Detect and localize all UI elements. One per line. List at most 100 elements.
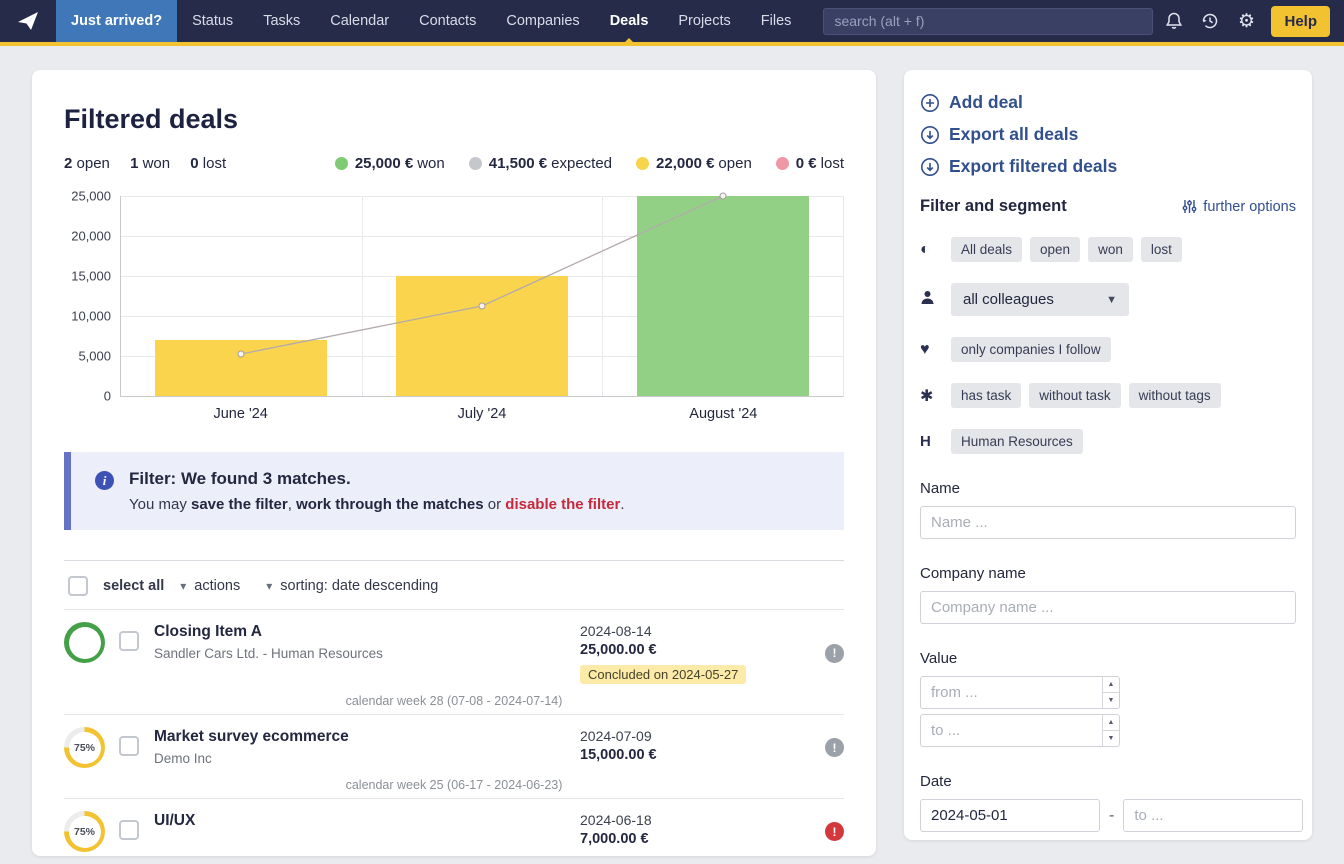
filter-chip-won[interactable]: won bbox=[1088, 237, 1133, 262]
y-tick-label: 10,000 bbox=[71, 309, 111, 324]
deal-title-link[interactable]: Market survey ecommerce bbox=[154, 728, 580, 746]
further-options-label: further options bbox=[1203, 199, 1296, 215]
nav-item-companies[interactable]: Companies bbox=[491, 0, 594, 42]
deal-checkbox[interactable] bbox=[119, 820, 139, 840]
y-tick-label: 5,000 bbox=[78, 349, 111, 364]
app-logo[interactable] bbox=[0, 0, 56, 42]
filter-chip-open[interactable]: open bbox=[1030, 237, 1080, 262]
company-name-input[interactable] bbox=[920, 591, 1296, 624]
filter-chip-all-deals[interactable]: All deals bbox=[951, 237, 1022, 262]
deal-date: 2024-06-18 bbox=[580, 812, 825, 828]
legend-dot-icon bbox=[776, 157, 789, 170]
alert-icon[interactable]: ! bbox=[825, 644, 844, 663]
date-to-input[interactable] bbox=[1123, 799, 1303, 832]
value-to-spinner[interactable]: ▲▼ bbox=[1102, 715, 1119, 746]
banner-text: . bbox=[620, 496, 624, 513]
banner-text: , bbox=[288, 496, 296, 513]
work-through-matches-link[interactable]: work through the matches bbox=[296, 496, 484, 513]
deal-status-icon: ◐ bbox=[920, 241, 951, 259]
filter-chip-lost[interactable]: lost bbox=[1141, 237, 1182, 262]
top-nav: Just arrived?StatusTasksCalendarContacts… bbox=[0, 0, 1344, 46]
chart-y-axis: 05,00010,00015,00020,00025,000 bbox=[64, 196, 120, 397]
add-deal-label: Add deal bbox=[949, 92, 1023, 113]
nav-item-just-arrived[interactable]: Just arrived? bbox=[56, 0, 177, 42]
filter-banner: i Filter: We found 3 matches. You may sa… bbox=[64, 452, 844, 530]
filter-chip-without-task[interactable]: without task bbox=[1029, 383, 1120, 408]
status-filter-chips: All deals openwonlost bbox=[951, 237, 1190, 262]
deal-checkbox[interactable] bbox=[119, 736, 139, 756]
calendar-week-note: calendar week 25 (06-17 - 2024-06-23) bbox=[64, 778, 844, 799]
expected-line bbox=[121, 196, 843, 396]
y-tick-label: 0 bbox=[104, 389, 111, 404]
only-companies-i-follow-chip[interactable]: only companies I follow bbox=[951, 337, 1111, 362]
select-all-label[interactable]: select all bbox=[103, 578, 164, 594]
y-tick-label: 20,000 bbox=[71, 229, 111, 244]
deal-row: 75%UI/UX2024-06-187,000.00 €! bbox=[64, 799, 844, 856]
filter-chip-has-task[interactable]: has task bbox=[951, 383, 1021, 408]
filter-chip-without-tags[interactable]: without tags bbox=[1129, 383, 1221, 408]
deal-date: 2024-08-14 bbox=[580, 623, 825, 639]
deal-title-link[interactable]: Closing Item A bbox=[154, 623, 580, 641]
name-input[interactable] bbox=[920, 506, 1296, 539]
disable-filter-link[interactable]: disable the filter bbox=[505, 496, 620, 513]
sorting-dropdown[interactable]: sorting: date descending bbox=[280, 578, 438, 594]
nav-item-calendar[interactable]: Calendar bbox=[315, 0, 404, 42]
deal-company[interactable]: Sandler Cars Ltd. - Human Resources bbox=[154, 646, 580, 661]
help-button[interactable]: Help bbox=[1271, 6, 1330, 37]
settings-gear-icon[interactable]: ⚙ bbox=[1231, 6, 1261, 36]
nav-item-tasks[interactable]: Tasks bbox=[248, 0, 315, 42]
nav-item-contacts[interactable]: Contacts bbox=[404, 0, 491, 42]
group-letter-icon: H bbox=[920, 433, 951, 450]
deal-chart: 05,00010,00015,00020,00025,000 bbox=[64, 196, 844, 397]
concluded-badge: Concluded on 2024-05-27 bbox=[580, 665, 746, 684]
value-to-input[interactable] bbox=[920, 714, 1120, 747]
select-all-checkbox[interactable] bbox=[68, 576, 88, 596]
alert-icon[interactable]: ! bbox=[825, 822, 844, 841]
value-from-spinner[interactable]: ▲▼ bbox=[1102, 677, 1119, 708]
company-name-label: Company name bbox=[920, 565, 1296, 582]
deal-progress-value: 75% bbox=[69, 816, 101, 848]
date-label: Date bbox=[920, 773, 1296, 790]
notifications-bell-icon[interactable] bbox=[1159, 6, 1189, 36]
download-circle-icon bbox=[920, 157, 940, 177]
export-filtered-deals-link[interactable]: Export filtered deals bbox=[920, 156, 1296, 177]
deal-company[interactable]: Demo Inc bbox=[154, 751, 580, 766]
value-from-input[interactable] bbox=[920, 676, 1120, 709]
history-icon[interactable] bbox=[1195, 6, 1225, 36]
chart-x-axis: June '24July '24August '24 bbox=[120, 397, 844, 422]
value-label: Value bbox=[920, 650, 1296, 667]
legend-dot-icon bbox=[335, 157, 348, 170]
legend-dot-icon bbox=[636, 157, 649, 170]
download-circle-icon bbox=[920, 125, 940, 145]
human-resources-chip[interactable]: Human Resources bbox=[951, 429, 1083, 454]
legend-dot-icon bbox=[469, 157, 482, 170]
date-from-input[interactable] bbox=[920, 799, 1100, 832]
export-filtered-label: Export filtered deals bbox=[949, 156, 1117, 177]
add-deal-link[interactable]: Add deal bbox=[920, 92, 1296, 113]
nav-item-deals[interactable]: Deals bbox=[595, 0, 664, 42]
deal-value: 25,000.00 € bbox=[580, 642, 825, 658]
deal-counts: 2 open 1 won 0 lost bbox=[64, 155, 242, 172]
deal-title-link[interactable]: UI/UX bbox=[154, 812, 580, 830]
further-options-link[interactable]: further options bbox=[1182, 199, 1296, 215]
alert-icon[interactable]: ! bbox=[825, 738, 844, 757]
chart-plot-area bbox=[120, 196, 844, 397]
deal-progress-ring bbox=[64, 622, 105, 663]
search-input[interactable] bbox=[823, 8, 1153, 35]
paper-plane-icon bbox=[16, 9, 40, 33]
plus-circle-icon bbox=[920, 93, 940, 113]
nav-item-status[interactable]: Status bbox=[177, 0, 248, 42]
actions-dropdown[interactable]: actions bbox=[194, 578, 240, 594]
colleagues-select[interactable]: all colleagues ▼ bbox=[951, 283, 1129, 316]
legend-item-won: 25,000 €won bbox=[335, 155, 445, 172]
banner-text: You may bbox=[129, 496, 191, 513]
deal-checkbox[interactable] bbox=[119, 631, 139, 651]
export-all-deals-link[interactable]: Export all deals bbox=[920, 124, 1296, 145]
save-filter-link[interactable]: save the filter bbox=[191, 496, 288, 513]
y-tick-label: 25,000 bbox=[71, 189, 111, 204]
nav-menu: Just arrived?StatusTasksCalendarContacts… bbox=[56, 0, 806, 42]
nav-item-projects[interactable]: Projects bbox=[663, 0, 745, 42]
nav-item-files[interactable]: Files bbox=[746, 0, 807, 42]
list-toolbar: select all ▾ actions ▾ sorting: date des… bbox=[64, 561, 844, 610]
page-title: Filtered deals bbox=[64, 104, 844, 135]
